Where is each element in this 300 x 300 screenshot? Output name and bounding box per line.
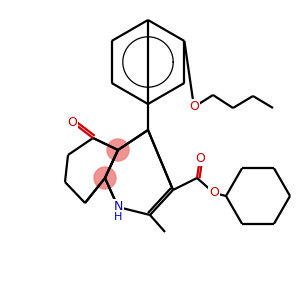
Circle shape [94, 167, 116, 189]
Text: O: O [195, 152, 205, 164]
Circle shape [107, 139, 129, 161]
Text: O: O [67, 116, 77, 128]
Text: O: O [209, 187, 219, 200]
Text: O: O [189, 100, 199, 113]
Text: N: N [113, 200, 123, 214]
Text: H: H [114, 212, 122, 222]
